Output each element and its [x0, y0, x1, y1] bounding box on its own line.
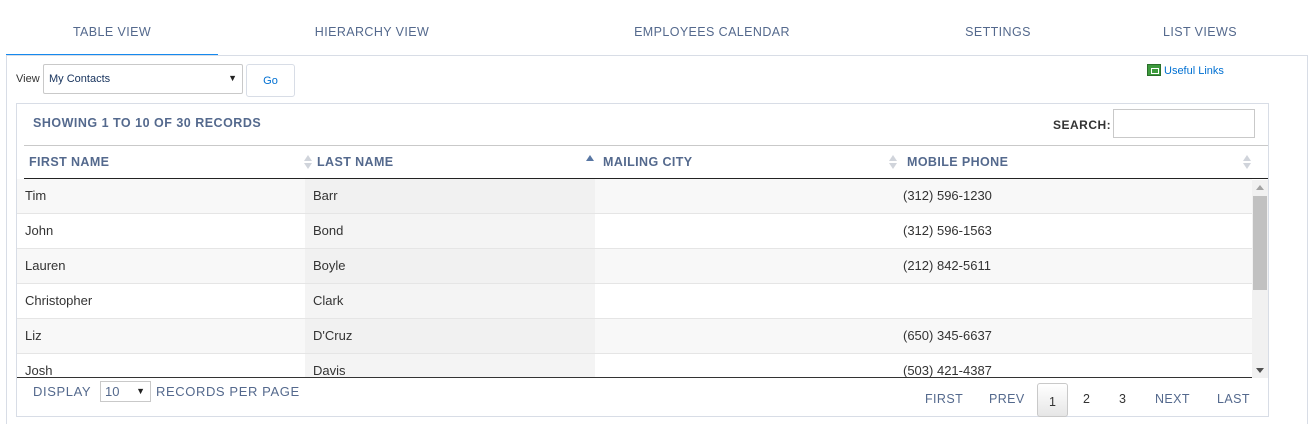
- column-header-label: LAST NAME: [317, 155, 394, 169]
- pagination-first[interactable]: FIRST: [925, 392, 964, 406]
- content-panel: [6, 56, 1308, 424]
- sort-icon: [304, 154, 312, 170]
- display-label: DISPLAY: [33, 384, 92, 399]
- cell-last-name: Barr: [305, 179, 595, 213]
- search-label: SEARCH:: [1053, 118, 1112, 132]
- cell-mobile-phone: (212) 842-5611: [903, 258, 991, 273]
- table-row[interactable]: Lauren Boyle (212) 842-5611: [17, 249, 1252, 284]
- cell-first-name: Christopher: [25, 293, 93, 308]
- cell-mailing-city: [595, 319, 895, 353]
- column-header-mailing-city[interactable]: MAILING CITY: [603, 146, 899, 179]
- spreadsheet-icon: [1147, 64, 1161, 76]
- pagination-last[interactable]: LAST: [1217, 392, 1250, 406]
- cell-first-name: Josh: [25, 363, 53, 378]
- table-row[interactable]: Tim Barr (312) 596-1230: [17, 179, 1252, 214]
- tab-list-views[interactable]: LIST VIEWS: [1163, 25, 1237, 39]
- table-header: FIRST NAME LAST NAME MAILING CITY MOBILE…: [24, 145, 1268, 179]
- scroll-down-arrow-icon[interactable]: [1256, 368, 1264, 373]
- cell-mobile-phone: (503) 421-4387: [903, 363, 992, 378]
- cell-mailing-city: [595, 354, 895, 377]
- records-info: SHOWING 1 TO 10 OF 30 RECORDS: [33, 116, 262, 130]
- cell-mailing-city: [595, 249, 895, 283]
- data-table-container: [16, 103, 1269, 417]
- cell-first-name: Lauren: [25, 258, 66, 273]
- pagination-page-2[interactable]: 2: [1083, 392, 1091, 406]
- cell-first-name: Liz: [25, 328, 42, 343]
- pagination-prev[interactable]: PREV: [989, 392, 1025, 406]
- records-per-page-value: 10: [105, 384, 120, 399]
- scroll-up-arrow-icon[interactable]: [1256, 185, 1264, 190]
- useful-links-link[interactable]: Useful Links: [1147, 64, 1224, 77]
- cell-last-name: D'Cruz: [305, 319, 595, 353]
- column-header-last-name[interactable]: LAST NAME: [317, 146, 595, 179]
- cell-last-name: Bond: [305, 214, 595, 248]
- table-row[interactable]: Liz D'Cruz (650) 345-6637: [17, 319, 1252, 354]
- tab-hierarchy-view[interactable]: HIERARCHY VIEW: [314, 25, 430, 39]
- search-input[interactable]: [1113, 109, 1255, 138]
- sort-icon: [1243, 154, 1251, 170]
- cell-mobile-phone: (312) 596-1230: [903, 188, 992, 203]
- pagination-next[interactable]: NEXT: [1155, 392, 1190, 406]
- cell-mobile-phone: (650) 345-6637: [903, 328, 992, 343]
- cell-mobile-phone: (312) 596-1563: [903, 223, 992, 238]
- cell-first-name: Tim: [25, 188, 47, 203]
- column-header-first-name[interactable]: FIRST NAME: [29, 146, 312, 179]
- cell-last-name: Davis: [305, 354, 595, 377]
- scrollbar-thumb[interactable]: [1253, 196, 1267, 290]
- sort-ascending-icon: [586, 154, 594, 170]
- cell-last-name: Boyle: [305, 249, 595, 283]
- dropdown-caret-icon: ▼: [136, 386, 145, 396]
- column-header-label: MOBILE PHONE: [907, 155, 1009, 169]
- cell-first-name: John: [25, 223, 54, 238]
- tab-employees-calendar[interactable]: EMPLOYEES CALENDAR: [634, 25, 790, 39]
- tab-bar: TABLE VIEW HIERARCHY VIEW EMPLOYEES CALE…: [0, 0, 1314, 56]
- table-row[interactable]: John Bond (312) 596-1563: [17, 214, 1252, 249]
- records-per-page-select[interactable]: 10 ▼: [100, 381, 151, 402]
- view-select[interactable]: My Contacts ▼: [43, 64, 243, 94]
- tab-divider: [6, 55, 1308, 56]
- cell-mailing-city: [595, 214, 895, 248]
- pagination-page-3[interactable]: 3: [1119, 392, 1127, 406]
- column-header-label: FIRST NAME: [29, 155, 110, 169]
- table-body: Tim Barr (312) 596-1230 John Bond (312) …: [17, 179, 1268, 378]
- useful-links-label: Useful Links: [1164, 65, 1224, 77]
- dropdown-caret-icon: ▼: [228, 73, 237, 83]
- go-button[interactable]: Go: [246, 64, 295, 97]
- tab-table-view[interactable]: TABLE VIEW: [6, 0, 218, 56]
- cell-mailing-city: [595, 179, 895, 213]
- cell-mailing-city: [595, 284, 895, 318]
- view-label: View: [16, 73, 40, 85]
- cell-last-name: Clark: [305, 284, 595, 318]
- table-scrollbar[interactable]: [1252, 180, 1268, 378]
- sort-icon: [889, 154, 897, 170]
- tab-settings[interactable]: SETTINGS: [965, 25, 1031, 39]
- pagination-page-1[interactable]: 1: [1037, 383, 1068, 417]
- column-header-mobile-phone[interactable]: MOBILE PHONE: [907, 146, 1253, 179]
- records-per-page-label: RECORDS PER PAGE: [156, 384, 300, 399]
- cell-mobile-phone: [903, 284, 1243, 318]
- column-header-label: MAILING CITY: [603, 155, 693, 169]
- table-row[interactable]: Christopher Clark: [17, 284, 1252, 319]
- table-row[interactable]: Josh Davis (503) 421-4387: [17, 354, 1252, 378]
- view-select-value: My Contacts: [49, 73, 111, 85]
